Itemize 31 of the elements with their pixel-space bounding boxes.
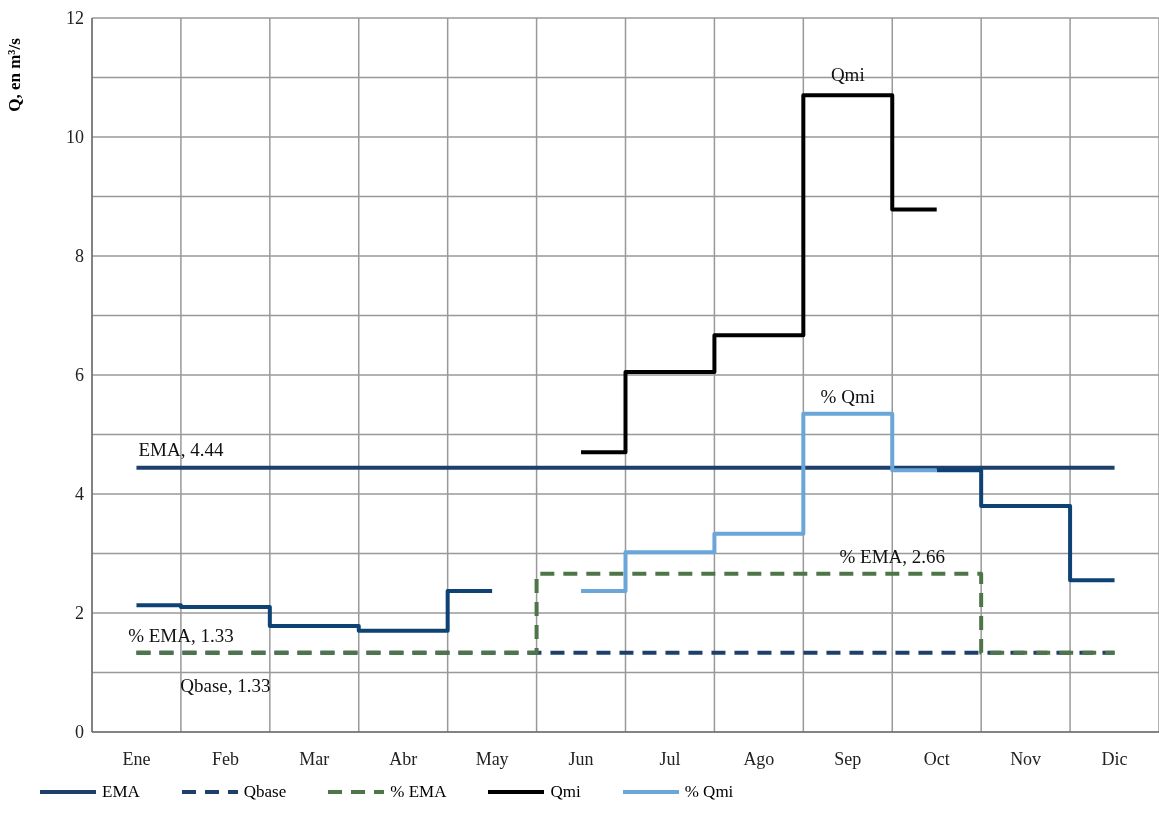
legend-label: % EMA [390,782,447,802]
annotation: % EMA, 2.66 [839,546,946,568]
y-tick-label: 0 [75,722,84,743]
x-tick-label: Jun [568,748,594,769]
legend-label: % Qmi [684,782,734,802]
x-tick-label: Jul [659,748,681,769]
legend-label: EMA [102,782,140,802]
y-tick-label: 10 [66,127,84,148]
x-tick-label: May [475,748,509,769]
y-tick-label: 2 [75,603,84,624]
x-tick-label: Ene [122,748,151,769]
annotation: EMA, 4.44 [138,439,224,461]
legend-label: Qmi [550,782,581,802]
annotation: % EMA, 1.33 [128,625,234,647]
annotation: Qmi [830,64,865,86]
legend-label: Qbase [243,782,287,802]
y-tick-label: 6 [75,365,84,386]
y-axis-title: Q, en m³/s [5,37,25,112]
x-tick-label: Dic [1101,748,1128,769]
annotation: % Qmi [820,385,875,407]
x-tick-label: Feb [211,748,239,769]
y-tick-label: 12 [66,8,84,29]
y-tick-label: 4 [75,484,84,505]
x-tick-label: Oct [923,748,950,769]
x-tick-label: Sep [834,748,862,769]
annotation: Qbase, 1.33 [180,675,271,697]
x-tick-label: Nov [1010,748,1042,769]
y-tick-label: 8 [75,246,84,267]
x-tick-label: Mar [299,748,330,769]
x-tick-label: Ago [743,748,775,769]
x-tick-label: Abr [389,748,418,769]
